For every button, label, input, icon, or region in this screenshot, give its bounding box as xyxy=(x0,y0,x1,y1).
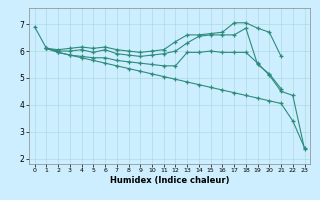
X-axis label: Humidex (Indice chaleur): Humidex (Indice chaleur) xyxy=(110,176,229,185)
